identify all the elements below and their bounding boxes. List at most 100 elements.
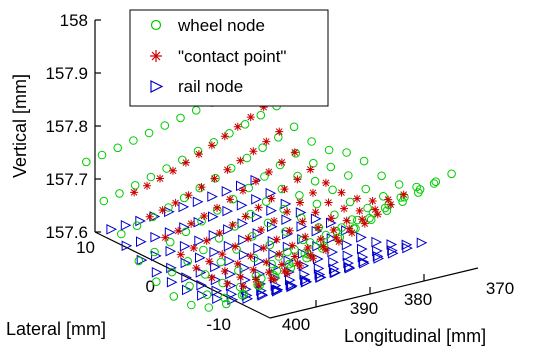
rail-node-point: [287, 280, 298, 292]
wheel-node-point: [169, 292, 179, 301]
contact-point: [329, 226, 338, 235]
rail-node-point: [268, 248, 280, 260]
wheel-node-point: [144, 128, 154, 138]
rail-node-point: [272, 285, 283, 297]
contact-point: [257, 225, 266, 234]
wheel-node-point: [117, 229, 126, 239]
contact-point: [156, 174, 165, 183]
rail-node-point: [195, 252, 206, 264]
rail-node-point: [210, 261, 221, 273]
contact-point: [168, 166, 177, 175]
contact-point: [233, 259, 242, 268]
wheel-node-point: [222, 299, 231, 309]
contact-point: [327, 214, 336, 223]
rail-node-point: [241, 290, 253, 301]
wheel-node-point: [307, 137, 316, 146]
rail-node-point: [196, 279, 208, 291]
wheel-node-point: [82, 157, 91, 167]
rail-node-point: [164, 227, 176, 238]
contact-point: [306, 165, 315, 174]
rail-node-point: [181, 272, 192, 283]
wheel-node-point: [199, 245, 208, 255]
wheel-node-point: [260, 172, 269, 181]
contact-point: [267, 274, 276, 283]
contact-point: [264, 268, 273, 277]
rail-node-point: [327, 246, 339, 258]
wheel-node-point: [295, 191, 304, 200]
wheel-node-point: [214, 234, 224, 243]
contact-point: [277, 260, 286, 269]
rail-node-point: [239, 262, 251, 274]
contact-point: [220, 267, 229, 276]
contact-point: [181, 158, 190, 167]
contact-point: [223, 165, 232, 174]
contact-point: [254, 203, 263, 212]
y-tick-label: 10: [76, 238, 95, 257]
rail-node-point: [120, 219, 132, 231]
wheel-node-point: [202, 290, 212, 300]
wheel-node-point: [204, 303, 214, 312]
contact-point: [277, 158, 286, 167]
wheel-node-point: [191, 106, 201, 115]
wheel-node-point: [265, 240, 275, 250]
contact-point: [254, 280, 263, 289]
contact-point: [189, 244, 198, 253]
contact-point: [218, 250, 227, 259]
rail-node-point: [225, 268, 236, 280]
rail-node-point: [192, 196, 204, 208]
rail-node-point: [272, 284, 284, 296]
wheel-node-point: [377, 171, 386, 181]
legend-marker-wheel: [150, 19, 162, 31]
x-tick-label: 370: [486, 279, 514, 298]
contact-point: [368, 197, 377, 205]
wheel-node-point: [394, 180, 404, 189]
contact-point: [262, 258, 271, 267]
rail-node-point: [300, 274, 311, 286]
rail-node-point: [254, 255, 265, 267]
rail-node-point: [238, 234, 249, 246]
rail-node-point: [356, 232, 367, 243]
rail-node-point: [166, 262, 177, 274]
contact-point: [207, 273, 216, 282]
contact-point: [202, 236, 211, 245]
contact-point: [246, 113, 255, 122]
wheel-node-point: [328, 185, 337, 195]
rail-node-point: [296, 221, 308, 232]
wheel-node-point: [344, 171, 353, 180]
rail-node-point: [222, 205, 234, 217]
contact-point: [360, 219, 369, 228]
y-axis-line: [94, 231, 271, 319]
contact-point: [399, 190, 408, 199]
series-contact: [130, 103, 408, 291]
rail-node-point: [401, 239, 413, 251]
contact-point: [342, 216, 351, 225]
y-tick-label: 0: [146, 277, 155, 296]
z-tick-label: 157.9: [45, 64, 88, 83]
rail-node-point: [241, 283, 252, 295]
wheel-node-point: [220, 293, 229, 303]
rail-node-point: [226, 288, 238, 300]
contact-point: [210, 174, 219, 183]
wheel-node-point: [165, 237, 175, 247]
wheel-node-point: [183, 257, 192, 266]
rail-node-point: [179, 222, 190, 233]
rail-node-point: [221, 185, 233, 197]
rail-node-point: [165, 245, 177, 257]
contact-point: [288, 241, 297, 250]
wheel-node-point: [429, 179, 439, 188]
wheel-node-point: [176, 113, 185, 123]
wheel-node-point: [337, 223, 346, 232]
y-axis-label: Lateral [mm]: [6, 319, 106, 339]
contact-point: [187, 219, 196, 228]
rail-node-point: [121, 240, 133, 252]
contact-point: [251, 275, 260, 284]
contact-point: [249, 265, 258, 274]
rail-node-point: [252, 228, 264, 239]
rail-node-point: [257, 290, 269, 301]
legend-box: [129, 9, 329, 107]
contact-point: [296, 261, 305, 270]
rail-node-point: [106, 223, 118, 235]
contact-point: [319, 242, 328, 251]
wheel-node-point: [361, 184, 371, 194]
wheel-node-point: [258, 143, 267, 152]
